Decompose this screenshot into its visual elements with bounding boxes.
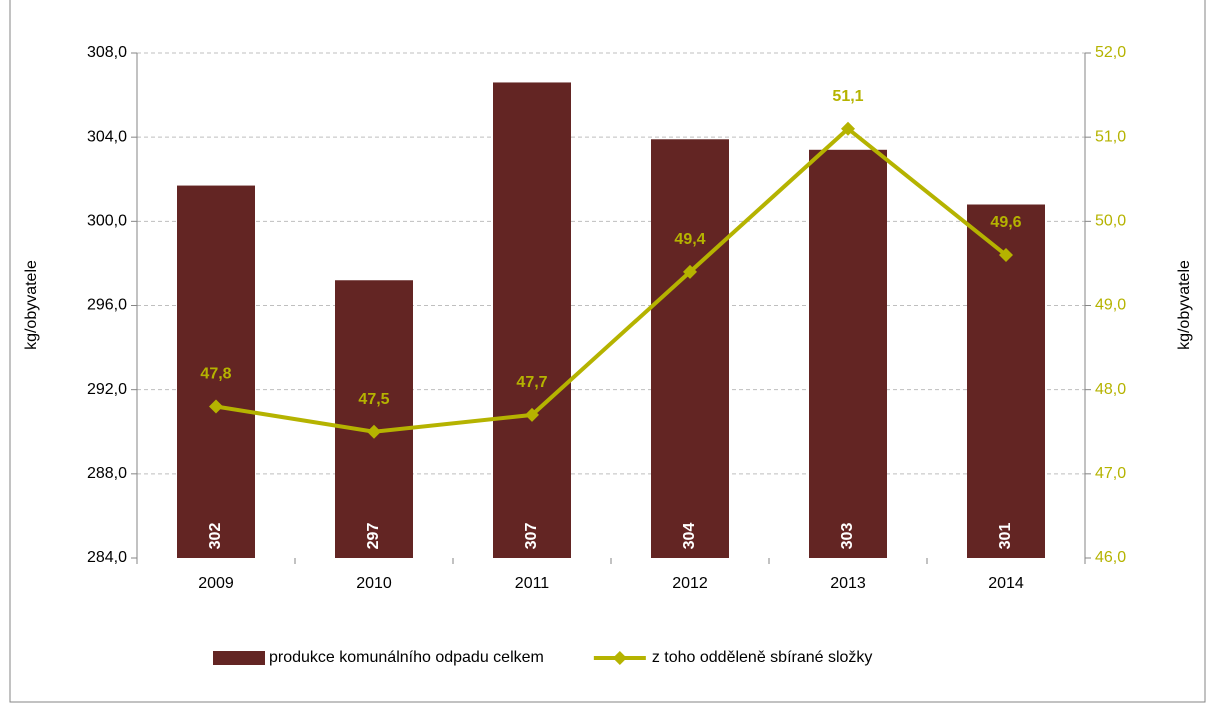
legend-label: produkce komunálního odpadu celkem (269, 649, 544, 666)
line-marker (367, 424, 381, 439)
line-marker (683, 264, 697, 279)
line-value-label: 51,1 (832, 88, 863, 105)
bar (493, 82, 571, 558)
legend-marker (612, 651, 627, 665)
x-tick-label: 2012 (672, 575, 708, 592)
line-value-label: 47,7 (516, 374, 547, 391)
legend-label: z toho odděleně sbírané složky (652, 649, 873, 666)
y2-tick-label: 52,0 (1095, 44, 1126, 61)
legend-swatch (213, 651, 265, 665)
line-value-label: 49,4 (674, 231, 705, 248)
chart-frame (9, 0, 1206, 703)
y2-tick-label: 50,0 (1095, 213, 1126, 230)
bar (967, 204, 1045, 558)
y-tick-label: 292,0 (87, 381, 127, 398)
line-marker (999, 248, 1013, 262)
y-tick-label: 296,0 (87, 297, 127, 314)
y-tick-label: 300,0 (87, 213, 127, 230)
bar (651, 139, 729, 559)
line-marker (841, 121, 855, 136)
bar (335, 280, 413, 558)
bar-value-label: 307 (523, 523, 540, 550)
bar (177, 185, 255, 558)
bar-value-label: 301 (997, 523, 1014, 550)
bar-value-label: 297 (365, 523, 382, 550)
y2-tick-label: 47,0 (1095, 465, 1126, 482)
y-tick-label: 304,0 (87, 128, 127, 145)
line-marker (209, 399, 223, 414)
y2-tick-label: 46,0 (1095, 549, 1126, 566)
x-tick-label: 2010 (356, 575, 392, 592)
x-tick-label: 2014 (988, 575, 1024, 592)
y-axis-label: kg/obyvatele (23, 260, 40, 350)
line (215, 126, 1008, 434)
line-value-label: 47,5 (358, 391, 389, 408)
line-value-label: 49,6 (990, 214, 1021, 231)
line-marker (525, 407, 539, 422)
y2-tick-label: 48,0 (1095, 381, 1126, 398)
y-tick-label: 284,0 (87, 549, 127, 566)
y2-tick-label: 51,0 (1095, 128, 1126, 145)
bar-value-label: 302 (207, 523, 224, 550)
x-tick-label: 2009 (198, 575, 234, 592)
x-tick-label: 2011 (515, 575, 550, 592)
x-tick-label: 2013 (830, 575, 866, 592)
y2-axis-label: kg/obyvatele (1176, 260, 1193, 350)
bar-value-label: 304 (681, 523, 698, 550)
line-value-label: 47,8 (200, 366, 231, 383)
y-tick-label: 308,0 (87, 44, 127, 61)
bar-value-label: 303 (839, 523, 856, 550)
bar (809, 149, 887, 558)
y2-tick-label: 49,0 (1095, 297, 1126, 314)
y-tick-label: 288,0 (87, 465, 127, 482)
